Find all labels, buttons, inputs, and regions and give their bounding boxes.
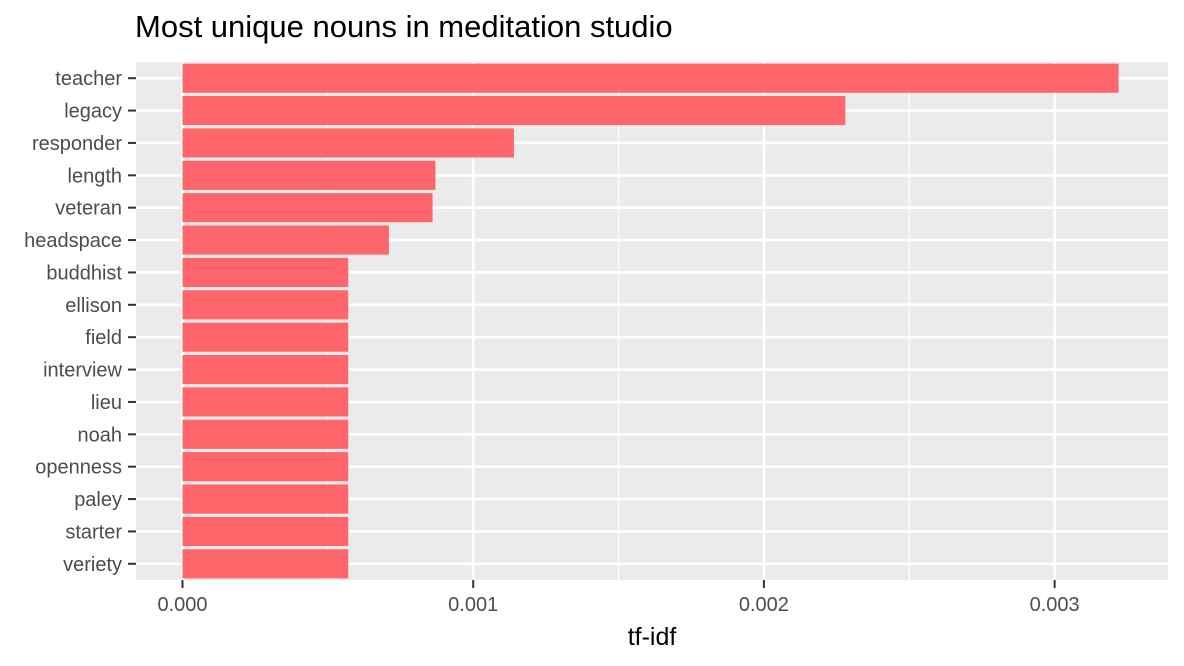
y-tick-label: starter [65, 521, 122, 543]
y-tick-label: teacher [55, 68, 122, 90]
bar [182, 63, 1119, 93]
bar [182, 322, 349, 352]
x-tick-label: 0.000 [157, 594, 207, 616]
y-tick-label: responder [32, 133, 122, 155]
bar [182, 419, 349, 449]
y-tick-label: veriety [63, 554, 122, 576]
y-tick-label: field [85, 327, 122, 349]
bar [182, 484, 349, 514]
bar [182, 387, 349, 417]
y-tick-label: headspace [24, 230, 122, 252]
y-tick-label: noah [78, 424, 123, 446]
y-tick-label: openness [35, 457, 122, 479]
x-axis-title: tf-idf [628, 623, 677, 651]
y-tick-label: length [68, 165, 123, 187]
bar [182, 193, 433, 223]
bar [182, 160, 436, 190]
y-tick-label: lieu [91, 392, 122, 414]
bar [182, 354, 349, 385]
bar [182, 257, 349, 288]
bar [182, 290, 349, 320]
y-tick-label: buddhist [46, 262, 122, 284]
y-tick-label: ellison [65, 295, 122, 317]
y-axis: teacher legacy responder length veteran heads… [24, 68, 136, 576]
bar [182, 549, 349, 579]
bar [182, 225, 389, 255]
y-tick-label: veteran [55, 198, 122, 220]
x-axis: 0.000 0.001 0.002 0.003 [157, 580, 1080, 616]
chart-title: Most unique nouns in meditation studio [135, 9, 673, 44]
x-tick-label: 0.001 [448, 594, 498, 616]
y-tick-label: paley [74, 489, 122, 511]
y-tick-label: interview [43, 360, 122, 382]
bar [182, 516, 349, 547]
bar [182, 452, 349, 482]
x-tick-label: 0.003 [1030, 594, 1080, 616]
y-tick-label: legacy [64, 101, 122, 123]
bars [182, 63, 1119, 579]
bar [182, 95, 846, 126]
x-tick-label: 0.002 [739, 594, 789, 616]
bar [182, 128, 514, 158]
